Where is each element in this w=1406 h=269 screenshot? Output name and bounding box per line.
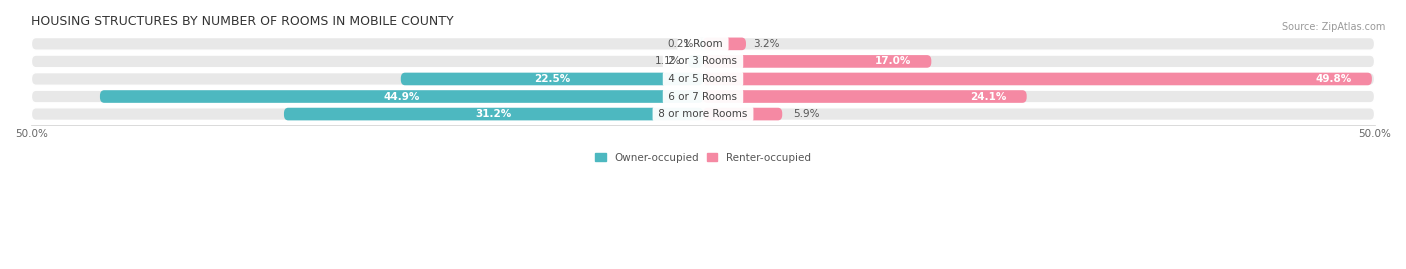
Text: 8 or more Rooms: 8 or more Rooms [655, 109, 751, 119]
FancyBboxPatch shape [31, 38, 1375, 50]
FancyBboxPatch shape [31, 90, 1375, 103]
FancyBboxPatch shape [100, 90, 703, 103]
Text: 24.1%: 24.1% [970, 91, 1007, 101]
Text: 1 Room: 1 Room [681, 39, 725, 49]
Text: 0.2%: 0.2% [668, 39, 693, 49]
FancyBboxPatch shape [284, 108, 703, 121]
Text: HOUSING STRUCTURES BY NUMBER OF ROOMS IN MOBILE COUNTY: HOUSING STRUCTURES BY NUMBER OF ROOMS IN… [31, 15, 454, 28]
FancyBboxPatch shape [688, 55, 703, 68]
FancyBboxPatch shape [31, 55, 1375, 68]
Text: 17.0%: 17.0% [875, 56, 911, 66]
FancyBboxPatch shape [31, 73, 1375, 85]
Text: 3.2%: 3.2% [752, 39, 779, 49]
FancyBboxPatch shape [699, 38, 704, 50]
FancyBboxPatch shape [401, 73, 703, 85]
FancyBboxPatch shape [703, 90, 1026, 103]
Text: 44.9%: 44.9% [384, 91, 419, 101]
FancyBboxPatch shape [703, 108, 782, 121]
Text: 49.8%: 49.8% [1316, 74, 1351, 84]
FancyBboxPatch shape [703, 38, 747, 50]
Text: 4 or 5 Rooms: 4 or 5 Rooms [665, 74, 741, 84]
Text: Source: ZipAtlas.com: Source: ZipAtlas.com [1281, 22, 1385, 31]
Text: 22.5%: 22.5% [534, 74, 569, 84]
FancyBboxPatch shape [703, 55, 931, 68]
Text: 31.2%: 31.2% [475, 109, 512, 119]
Text: 6 or 7 Rooms: 6 or 7 Rooms [665, 91, 741, 101]
Text: 2 or 3 Rooms: 2 or 3 Rooms [665, 56, 741, 66]
FancyBboxPatch shape [703, 73, 1372, 85]
Legend: Owner-occupied, Renter-occupied: Owner-occupied, Renter-occupied [591, 148, 815, 167]
Text: 1.1%: 1.1% [655, 56, 682, 66]
Text: 5.9%: 5.9% [793, 109, 820, 119]
FancyBboxPatch shape [31, 108, 1375, 121]
